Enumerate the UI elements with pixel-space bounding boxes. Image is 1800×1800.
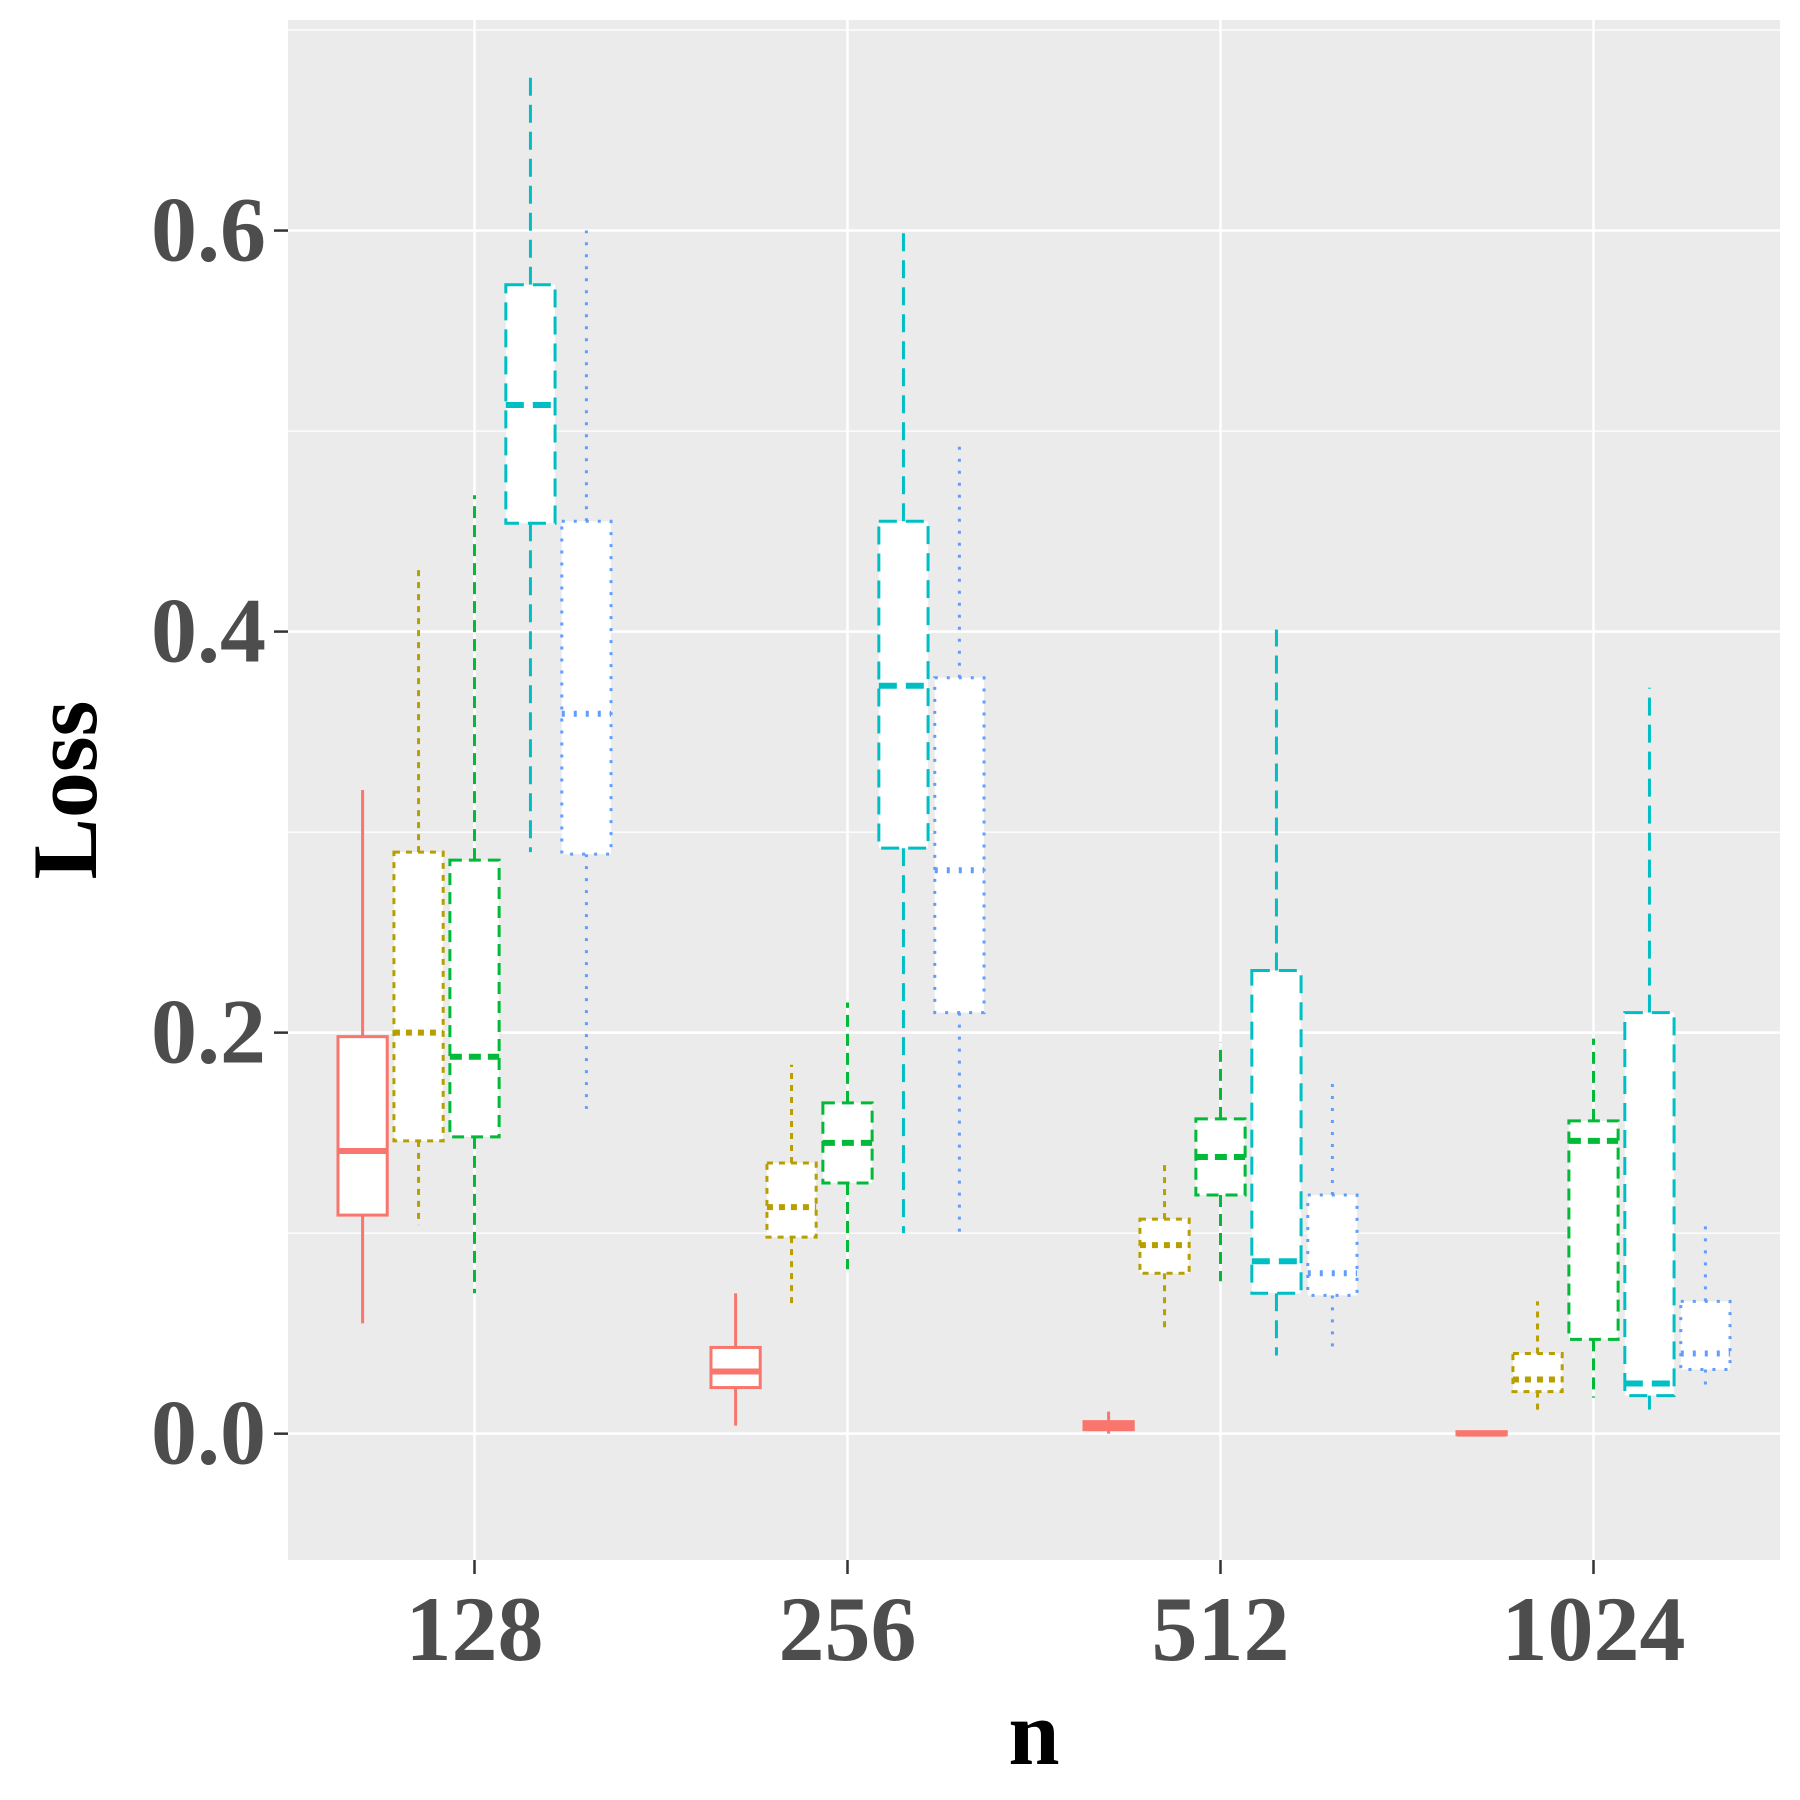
- x-tick-label: 1024: [1502, 1578, 1686, 1680]
- x-tick-label: 128: [406, 1578, 544, 1680]
- box-iqr: [1250, 968, 1303, 1295]
- box-series-1-128: [336, 790, 389, 1324]
- box-iqr: [448, 858, 501, 1139]
- y-tick-label: 0.4: [151, 580, 266, 682]
- box-iqr: [933, 676, 986, 1015]
- box-series-3-256: [821, 1002, 874, 1270]
- box-series-4-1024: [1623, 687, 1676, 1410]
- y-tick-label: 0.2: [151, 981, 266, 1083]
- x-axis-title: n: [1008, 1682, 1059, 1784]
- box-iqr: [392, 850, 445, 1143]
- panel-background: [288, 20, 1780, 1560]
- box-series-2-128: [392, 565, 445, 1226]
- box-series-4-128: [504, 76, 557, 853]
- box-series-3-128: [448, 495, 501, 1294]
- box-iqr: [1306, 1193, 1359, 1297]
- y-tick-label: 0.0: [151, 1382, 266, 1484]
- box-iqr: [1623, 1011, 1676, 1398]
- box-series-2-1024: [1511, 1301, 1564, 1414]
- box-series-5-1024: [1679, 1219, 1732, 1390]
- box-series-5-512: [1306, 1080, 1359, 1348]
- box-series-3-1024: [1567, 1038, 1620, 1398]
- box-series-4-256: [877, 224, 930, 1234]
- y-axis: 0.0 0.2 0.4 0.6: [151, 179, 288, 1484]
- x-axis: 128 256 512 1024: [406, 1560, 1686, 1680]
- box-iqr: [560, 519, 613, 856]
- box-series-2-256: [765, 1064, 818, 1308]
- box-series-5-128: [560, 230, 613, 1109]
- box-iqr: [709, 1345, 762, 1390]
- x-tick-label: 256: [779, 1578, 917, 1680]
- y-axis-title: Loss: [14, 701, 116, 880]
- boxes-layer: [336, 76, 1732, 1437]
- box-series-5-256: [933, 439, 986, 1234]
- box-iqr: [336, 1035, 389, 1217]
- grid-major: [288, 20, 1780, 1560]
- x-tick-label: 512: [1152, 1578, 1290, 1680]
- box-series-1-512: [1082, 1411, 1135, 1434]
- box-series-2-512: [1138, 1164, 1191, 1328]
- box-iqr: [1511, 1351, 1564, 1394]
- box-series-3-512: [1194, 1042, 1247, 1282]
- box-iqr: [1567, 1119, 1620, 1341]
- box-series-1-256: [709, 1293, 762, 1426]
- y-tick-label: 0.6: [151, 179, 266, 281]
- box-series-4-512: [1250, 629, 1303, 1356]
- box-series-1-1024: [1455, 1430, 1508, 1437]
- box-iqr: [765, 1161, 818, 1239]
- box-iqr: [1679, 1299, 1732, 1372]
